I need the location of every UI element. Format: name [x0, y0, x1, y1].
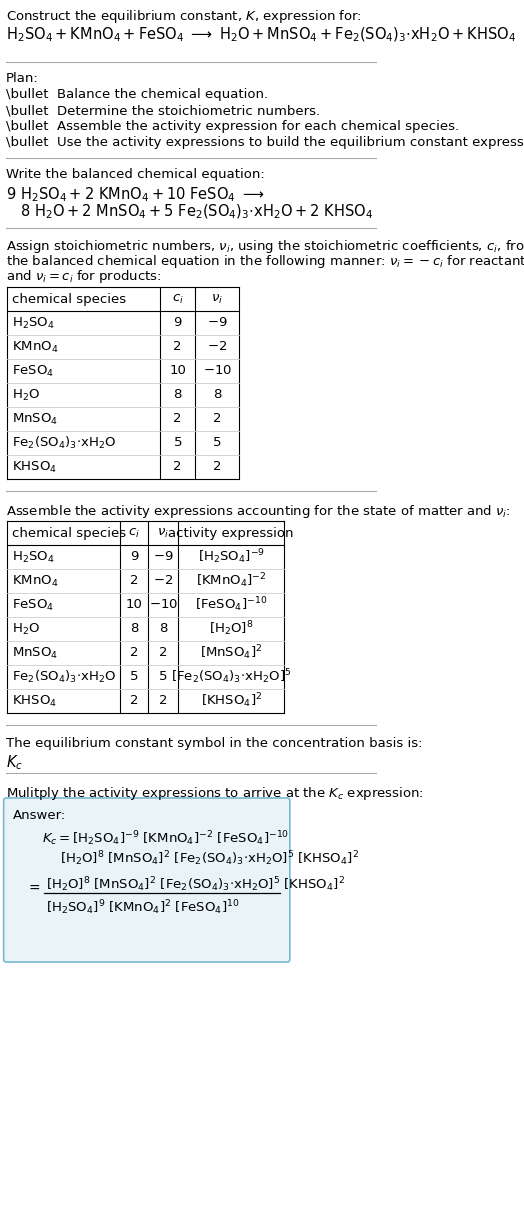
FancyBboxPatch shape [4, 798, 290, 962]
Text: 5: 5 [173, 436, 182, 449]
Text: 2: 2 [173, 413, 182, 425]
Text: $[\mathrm{KMnO_4}]^{-2}$: $[\mathrm{KMnO_4}]^{-2}$ [196, 572, 267, 590]
Text: 8: 8 [213, 389, 221, 402]
Text: $\mathrm{H_2O}$: $\mathrm{H_2O}$ [12, 388, 40, 402]
Text: $\mathrm{KHSO_4}$: $\mathrm{KHSO_4}$ [12, 694, 57, 708]
Text: $\mathrm{FeSO_4}$: $\mathrm{FeSO_4}$ [12, 363, 54, 379]
Text: 9: 9 [130, 551, 138, 563]
Text: \bullet  Determine the stoichiometric numbers.: \bullet Determine the stoichiometric num… [6, 104, 320, 117]
Text: \bullet  Balance the chemical equation.: \bullet Balance the chemical equation. [6, 88, 268, 101]
Text: $-9$: $-9$ [153, 551, 173, 563]
Text: Write the balanced chemical equation:: Write the balanced chemical equation: [6, 168, 265, 180]
Text: chemical species: chemical species [12, 293, 126, 305]
Text: the balanced chemical equation in the following manner: $\nu_i = -c_i$ for react: the balanced chemical equation in the fo… [6, 253, 524, 270]
Text: 2: 2 [159, 647, 167, 660]
Text: $\mathrm{MnSO_4}$: $\mathrm{MnSO_4}$ [12, 645, 58, 660]
Text: $\nu_i$: $\nu_i$ [211, 292, 223, 305]
Text: The equilibrium constant symbol in the concentration basis is:: The equilibrium constant symbol in the c… [6, 737, 422, 750]
Text: $K_c$: $K_c$ [6, 753, 23, 771]
Text: $=$: $=$ [26, 880, 41, 894]
Text: $-10$: $-10$ [149, 598, 178, 612]
Text: $\mathrm{H_2O}$: $\mathrm{H_2O}$ [12, 621, 40, 637]
Text: $[\mathrm{MnSO_4}]^{2}$: $[\mathrm{MnSO_4}]^{2}$ [200, 644, 263, 662]
Text: $[\mathrm{H_2SO_4}]^{9}\ [\mathrm{KMnO_4}]^{2}\ [\mathrm{FeSO_4}]^{10}$: $[\mathrm{H_2SO_4}]^{9}\ [\mathrm{KMnO_4… [46, 899, 239, 917]
Text: 5: 5 [213, 436, 221, 449]
Text: $\mathrm{KMnO_4}$: $\mathrm{KMnO_4}$ [12, 339, 58, 355]
Text: 2: 2 [213, 460, 221, 474]
Text: 5: 5 [130, 671, 138, 683]
Text: \bullet  Assemble the activity expression for each chemical species.: \bullet Assemble the activity expression… [6, 120, 459, 133]
Text: 2: 2 [130, 647, 138, 660]
Text: $\mathrm{Fe_2(SO_4)_3{\cdot}xH_2O}$: $\mathrm{Fe_2(SO_4)_3{\cdot}xH_2O}$ [12, 668, 116, 685]
Text: 8: 8 [130, 622, 138, 636]
Text: $c_i$: $c_i$ [128, 527, 140, 540]
Text: $\mathrm{MnSO_4}$: $\mathrm{MnSO_4}$ [12, 412, 58, 426]
Text: \bullet  Use the activity expressions to build the equilibrium constant expressi: \bullet Use the activity expressions to … [6, 136, 524, 149]
Text: $[\mathrm{H_2O}]^{8}\ [\mathrm{MnSO_4}]^{2}\ [\mathrm{Fe_2(SO_4)_3{\cdot}xH_2O}]: $[\mathrm{H_2O}]^{8}\ [\mathrm{MnSO_4}]^… [46, 876, 345, 894]
Text: $\mathrm{KMnO_4}$: $\mathrm{KMnO_4}$ [12, 574, 58, 589]
Text: and $\nu_i = c_i$ for products:: and $\nu_i = c_i$ for products: [6, 268, 161, 285]
Text: $\mathrm{Fe_2(SO_4)_3{\cdot}xH_2O}$: $\mathrm{Fe_2(SO_4)_3{\cdot}xH_2O}$ [12, 435, 116, 450]
Text: Construct the equilibrium constant, $K$, expression for:: Construct the equilibrium constant, $K$,… [6, 8, 362, 25]
Text: $[\mathrm{FeSO_4}]^{-10}$: $[\mathrm{FeSO_4}]^{-10}$ [195, 596, 267, 614]
Text: $-2$: $-2$ [153, 574, 173, 587]
Text: $K_c = [\mathrm{H_2SO_4}]^{-9}\ [\mathrm{KMnO_4}]^{-2}\ [\mathrm{FeSO_4}]^{-10}$: $K_c = [\mathrm{H_2SO_4}]^{-9}\ [\mathrm… [42, 830, 289, 848]
Text: 10: 10 [126, 598, 143, 612]
Text: 2: 2 [159, 694, 167, 707]
Text: $\nu_i$: $\nu_i$ [157, 527, 169, 540]
Text: activity expression: activity expression [169, 527, 294, 539]
Text: $\quad 8\ \mathrm{H_2O} + 2\ \mathrm{MnSO_4} + 5\ \mathrm{Fe_2(SO_4)_3{\cdot}xH_: $\quad 8\ \mathrm{H_2O} + 2\ \mathrm{MnS… [6, 203, 373, 222]
Text: $\mathrm{KHSO_4}$: $\mathrm{KHSO_4}$ [12, 459, 57, 475]
Text: Plan:: Plan: [6, 71, 39, 85]
Text: $-9$: $-9$ [207, 316, 227, 329]
Text: 5: 5 [159, 671, 167, 683]
Text: $\mathrm{FeSO_4}$: $\mathrm{FeSO_4}$ [12, 597, 54, 613]
Text: 2: 2 [173, 460, 182, 474]
Text: 8: 8 [173, 389, 182, 402]
Text: 2: 2 [213, 413, 221, 425]
Text: 2: 2 [130, 694, 138, 707]
Text: $[\mathrm{KHSO_4}]^{2}$: $[\mathrm{KHSO_4}]^{2}$ [201, 691, 262, 711]
Text: $[\mathrm{H_2SO_4}]^{-9}$: $[\mathrm{H_2SO_4}]^{-9}$ [198, 547, 265, 567]
Text: $-2$: $-2$ [207, 340, 227, 354]
Text: $c_i$: $c_i$ [172, 292, 183, 305]
Text: $\mathrm{H_2SO_4 + KMnO_4 + FeSO_4}$ $\longrightarrow$ $\mathrm{H_2O + MnSO_4 + : $\mathrm{H_2SO_4 + KMnO_4 + FeSO_4}$ $\l… [6, 25, 516, 45]
Text: 2: 2 [173, 340, 182, 354]
Text: $\mathrm{H_2SO_4}$: $\mathrm{H_2SO_4}$ [12, 315, 54, 331]
Text: $[\mathrm{H_2O}]^{8}\ [\mathrm{MnSO_4}]^{2}\ [\mathrm{Fe_2(SO_4)_3{\cdot}xH_2O}]: $[\mathrm{H_2O}]^{8}\ [\mathrm{MnSO_4}]^… [60, 849, 359, 868]
Text: $[\mathrm{H_2O}]^{8}$: $[\mathrm{H_2O}]^{8}$ [209, 620, 254, 638]
Text: $-10$: $-10$ [203, 365, 232, 378]
Text: Assemble the activity expressions accounting for the state of matter and $\nu_i$: Assemble the activity expressions accoun… [6, 503, 510, 520]
Text: $[\mathrm{Fe_2(SO_4)_3{\cdot}xH_2O}]^{5}$: $[\mathrm{Fe_2(SO_4)_3{\cdot}xH_2O}]^{5}… [171, 667, 291, 687]
Text: 8: 8 [159, 622, 167, 636]
Text: 2: 2 [130, 574, 138, 587]
Text: Answer:: Answer: [13, 809, 67, 822]
Text: 9: 9 [173, 316, 182, 329]
Text: chemical species: chemical species [12, 527, 126, 539]
Text: $\mathrm{H_2SO_4}$: $\mathrm{H_2SO_4}$ [12, 550, 54, 564]
Text: Assign stoichiometric numbers, $\nu_i$, using the stoichiometric coefficients, $: Assign stoichiometric numbers, $\nu_i$, … [6, 239, 524, 256]
Text: Mulitply the activity expressions to arrive at the $K_c$ expression:: Mulitply the activity expressions to arr… [6, 785, 423, 802]
Text: 10: 10 [169, 365, 186, 378]
Text: $9\ \mathrm{H_2SO_4} + 2\ \mathrm{KMnO_4} + 10\ \mathrm{FeSO_4}\ \longrightarrow: $9\ \mathrm{H_2SO_4} + 2\ \mathrm{KMnO_4… [6, 185, 265, 203]
